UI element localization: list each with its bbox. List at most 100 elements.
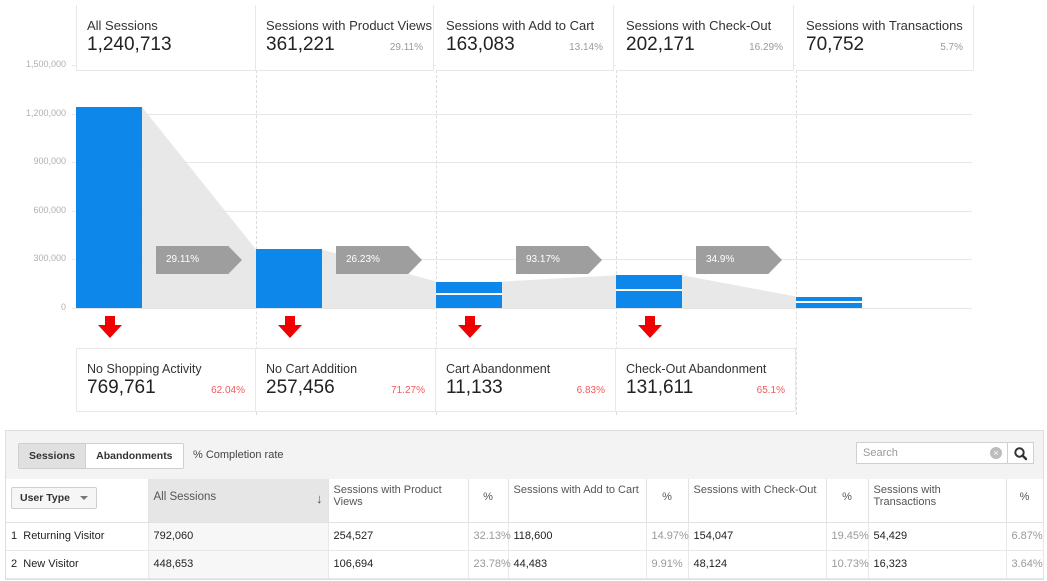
cell-transactions: 54,429 [868, 522, 1007, 551]
gridline [72, 162, 972, 164]
table-row: 1 Returning Visitor 792,060 254,527 32.1… [6, 522, 1044, 551]
user-type-header: User Type [6, 479, 149, 523]
gridline [72, 308, 972, 309]
stage-name: Sessions with Product Views [266, 18, 432, 33]
abandonment-name: No Shopping Activity [87, 362, 202, 376]
stage-value-row: 202,171 16.29% [626, 34, 783, 56]
sort-arrow-icon: ↓ [316, 491, 323, 506]
abandonment-cart-abandonment: Cart Abandonment 11,133 6.83% [436, 348, 616, 412]
abandonment-no-shopping-activity: No Shopping Activity 769,761 62.04% [76, 348, 256, 412]
stage-value-row: 361,221 29.11% [266, 34, 423, 56]
drop-arrow-icon [458, 316, 482, 338]
chevron-down-icon [80, 496, 88, 501]
cell-check-out: 48,124 [688, 550, 827, 579]
abandonment-value: 769,761 [87, 377, 156, 398]
col-transactions[interactable]: Sessions with Transactions [868, 479, 1007, 523]
clear-icon[interactable]: × [990, 447, 1002, 459]
column-divider [436, 70, 437, 415]
col-product-views[interactable]: Sessions with Product Views [328, 479, 469, 523]
y-axis-tick-label: 300,000 [33, 253, 66, 264]
row-label-cell: 1 Returning Visitor [6, 522, 149, 551]
abandonment-name: No Cart Addition [266, 362, 358, 376]
stage-header-sessions-with-check-out: Sessions with Check-Out 202,171 16.29% [616, 5, 794, 71]
abandonment-pct: 62.04% [211, 385, 245, 396]
search-icon [1014, 447, 1028, 461]
column-divider [616, 70, 617, 415]
stage-name: Sessions with Add to Cart [446, 18, 595, 33]
cell-transactions-pct: 3.64% [1006, 550, 1044, 579]
stage-share-pct: 13.14% [569, 42, 603, 53]
abandonment-name: Cart Abandonment [446, 362, 551, 376]
y-axis-tick-label: 1,500,000 [25, 59, 66, 69]
completion-rate-toggle[interactable]: % Completion rate [193, 449, 284, 461]
y-axis-tick-label: 0 [60, 302, 66, 312]
row-label-cell: 2 New Visitor [6, 550, 149, 579]
abandonment-pct: 6.83% [576, 385, 605, 396]
abandonment-check-out-abandonment: Check-Out Abandonment 131,611 65.1% [616, 348, 796, 412]
cell-transactions-pct: 6.87% [1006, 522, 1044, 551]
row-number: 1 [11, 530, 18, 542]
abandonments-tab-button[interactable]: Abandonments [96, 450, 173, 462]
cell-add-to-cart: 44,483 [508, 550, 647, 579]
col-all-sessions-label: All Sessions [153, 491, 217, 503]
col-transactions-pct[interactable]: % [1006, 479, 1044, 523]
y-axis-tick-label: 1,200,000 [25, 107, 66, 118]
abandonment-value-row: 131,611 65.1% [626, 377, 785, 399]
bar-separator-line [616, 289, 682, 291]
y-axis-tick-label: 600,000 [33, 204, 66, 215]
stage-value: 163,083 [446, 34, 515, 55]
col-product-views-pct[interactable]: % [468, 479, 509, 523]
stage-name: Sessions with Transactions [806, 18, 963, 33]
view-toggle: Sessions Abandonments [18, 443, 184, 469]
cell-product-views-pct: 23.78% [468, 550, 511, 579]
stage-value: 70,752 [806, 34, 865, 55]
stage-name: Sessions with Check-Out [626, 18, 772, 33]
col-check-out[interactable]: Sessions with Check-Out [688, 479, 827, 523]
abandonment-value-row: 257,456 71.27% [266, 377, 425, 399]
stage-name: All Sessions [87, 18, 158, 33]
conversion-rate-arrow: 26.23% [336, 246, 422, 274]
conversion-rate-arrow: 93.17% [516, 246, 602, 274]
abandonment-value-row: 11,133 6.83% [446, 377, 605, 399]
table-row: 2 New Visitor 448,653 106,694 23.78% 44,… [6, 550, 1044, 579]
stage-value-row: 1,240,713 [87, 34, 245, 56]
bar-sessions-with-add-to-cart[interactable] [436, 281, 502, 308]
stage-share-pct: 16.29% [749, 42, 783, 53]
bar-all-sessions[interactable] [76, 107, 142, 308]
abandonment-value-row: 769,761 62.04% [87, 377, 245, 399]
drop-arrow-icon [98, 316, 122, 338]
user-type-dropdown[interactable]: User Type [11, 487, 97, 509]
cell-check-out-pct: 10.73% [826, 550, 869, 579]
conversion-rate-arrow: 29.11% [156, 246, 242, 274]
search-input[interactable]: Search × [856, 442, 1008, 464]
bar-sessions-with-product-views[interactable] [256, 249, 322, 308]
stage-share-pct: 5.7% [940, 42, 963, 53]
col-all-sessions[interactable]: All Sessions ↓ [148, 479, 329, 523]
row-label-link[interactable]: Returning Visitor [23, 530, 105, 542]
search-button[interactable] [1008, 442, 1034, 464]
abandonment-value: 131,611 [626, 377, 694, 398]
bar-sessions-with-check-out[interactable] [616, 275, 682, 308]
funnel-drop-shade [502, 275, 616, 308]
row-label-link[interactable]: New Visitor [23, 558, 79, 570]
col-add-to-cart-pct[interactable]: % [646, 479, 689, 523]
stage-value: 1,240,713 [87, 34, 172, 55]
gridline [72, 210, 972, 212]
search-placeholder: Search [863, 447, 898, 459]
drop-arrow-icon [638, 316, 662, 338]
col-check-out-pct[interactable]: % [826, 479, 869, 523]
cell-product-views: 254,527 [328, 522, 469, 551]
gridline [72, 113, 972, 115]
stage-share-pct: 29.11% [389, 42, 423, 53]
abandonment-value: 257,456 [266, 377, 335, 398]
col-add-to-cart[interactable]: Sessions with Add to Cart [508, 479, 647, 523]
cell-transactions: 16,323 [868, 550, 1007, 579]
sessions-tab-button[interactable]: Sessions [19, 444, 87, 468]
abandonment-pct: 71.27% [391, 385, 425, 396]
cell-product-views-pct: 32.13% [468, 522, 511, 551]
stage-header-all-sessions: All Sessions 1,240,713 [76, 5, 256, 71]
cell-check-out-pct: 19.45% [826, 522, 869, 551]
stage-header-sessions-with-product-views: Sessions with Product Views 361,221 29.11% [256, 5, 434, 71]
conversion-rate-arrow: 34.9% [696, 246, 782, 274]
row-number: 2 [11, 558, 18, 570]
